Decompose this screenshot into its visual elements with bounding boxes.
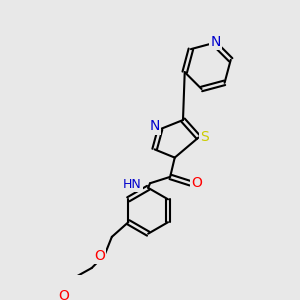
Text: S: S [201, 130, 209, 143]
Text: N: N [211, 35, 221, 49]
Text: O: O [58, 290, 69, 300]
Text: O: O [94, 249, 105, 263]
Text: N: N [149, 119, 160, 134]
Text: HN: HN [123, 178, 142, 191]
Text: O: O [191, 176, 202, 190]
